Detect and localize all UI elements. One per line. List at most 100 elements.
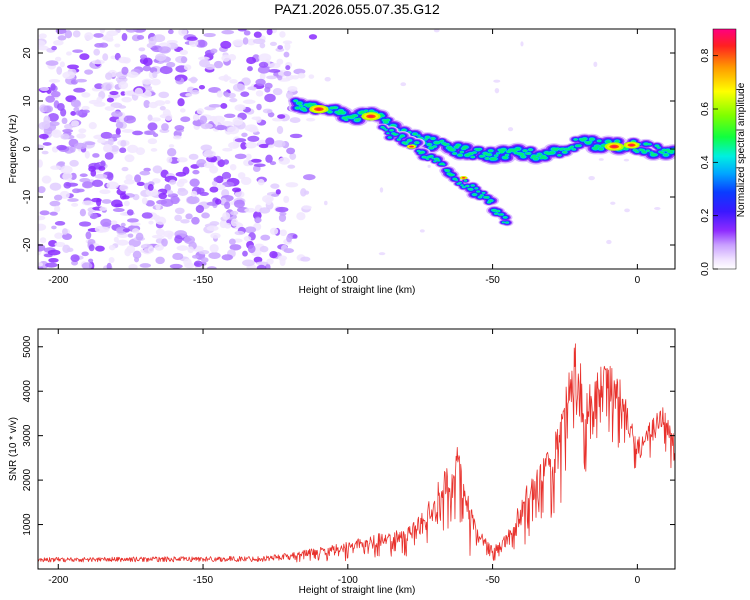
noise-blob <box>203 150 216 158</box>
noise-blob <box>118 81 129 90</box>
noise-blob <box>121 129 134 133</box>
noise-blob <box>277 114 286 119</box>
noise-blob <box>493 79 501 83</box>
ridge-blob <box>482 192 485 194</box>
noise-blob <box>262 108 273 114</box>
noise-blob <box>170 195 180 205</box>
ridge-blob <box>515 147 521 151</box>
ridge-blob <box>594 144 600 148</box>
colorbar-gradient <box>713 29 736 269</box>
noise-blob <box>277 75 283 81</box>
noise-blob <box>99 29 106 34</box>
snr-ylabel: SNR (10 * v/v) <box>8 417 19 481</box>
noise-blob <box>259 207 271 214</box>
ridge-blob <box>424 156 428 159</box>
noise-blob <box>135 232 144 241</box>
noise-blob <box>62 228 68 235</box>
ridge-blob <box>553 148 558 152</box>
noise-blob <box>81 92 91 98</box>
ridge-blob <box>662 149 667 152</box>
noise-blob <box>59 190 70 199</box>
noise-blob <box>259 72 266 81</box>
noise-blob <box>598 158 604 161</box>
noise-blob <box>275 189 281 195</box>
ridge-blob <box>427 143 432 146</box>
noise-blob <box>624 208 630 213</box>
noise-blob <box>606 239 612 245</box>
ridge-blob <box>597 139 601 142</box>
noise-blob <box>49 211 58 216</box>
noise-blob <box>268 69 281 73</box>
noise-blob <box>237 29 247 32</box>
noise-blob <box>147 122 158 131</box>
spectrogram-ytick-label: -20 <box>22 237 33 252</box>
ridge-blob <box>650 151 653 154</box>
noise-blob <box>265 263 271 269</box>
noise-blob <box>88 258 94 263</box>
noise-blob <box>56 66 63 75</box>
noise-blob <box>50 90 61 98</box>
noise-blob <box>51 225 57 230</box>
noise-blob <box>222 147 233 152</box>
noise-blob <box>193 260 203 268</box>
noise-blob <box>49 182 62 191</box>
noise-blob <box>264 82 273 89</box>
ridge-blob <box>296 101 302 105</box>
ridge-blob <box>433 160 437 163</box>
noise-blob <box>169 179 177 185</box>
noise-blob <box>134 174 142 183</box>
noise-blob <box>176 157 188 163</box>
ridge-blob <box>557 154 562 157</box>
noise-blob <box>92 153 100 158</box>
noise-blob <box>134 256 140 263</box>
ridge-blob <box>483 152 488 155</box>
noise-blob <box>94 83 104 90</box>
noise-blob <box>216 90 223 98</box>
noise-blob <box>158 91 170 99</box>
noise-blob <box>276 125 284 135</box>
noise-blob <box>214 124 228 131</box>
noise-blob <box>153 214 161 222</box>
snr-ytick-label: 3000 <box>22 424 33 447</box>
noise-blob <box>169 263 183 269</box>
noise-blob <box>152 71 158 79</box>
noise-blob <box>147 138 158 145</box>
noise-blob <box>282 40 293 45</box>
ridge-blob <box>451 174 455 176</box>
ridge-blob <box>364 109 368 112</box>
noise-blob <box>237 172 246 180</box>
ridge-blob <box>476 190 480 193</box>
noise-blob <box>285 65 291 71</box>
ridge-blob <box>431 157 435 160</box>
noise-blob <box>115 226 127 234</box>
snr-xtick-label: -150 <box>193 575 213 586</box>
noise-blob <box>172 135 182 140</box>
noise-blob <box>93 33 104 38</box>
noise-blob <box>248 127 259 133</box>
ridge-blob <box>511 149 517 153</box>
ridge-blob <box>480 194 484 197</box>
ridge-blob <box>299 104 303 107</box>
noise-blob <box>177 187 186 192</box>
ridge-blob <box>327 110 333 114</box>
noise-blob <box>285 182 299 188</box>
noise-blob <box>324 200 328 206</box>
noise-blob <box>213 177 221 182</box>
noise-blob <box>75 78 88 83</box>
noise-blob <box>154 100 166 106</box>
noise-blob <box>400 82 407 87</box>
ridge-blob <box>531 154 537 158</box>
ridge-blob <box>433 145 437 148</box>
ridge-blob <box>588 140 592 143</box>
noise-blob <box>64 30 73 39</box>
ridge-blob <box>472 151 477 154</box>
ridge-blob <box>499 150 504 154</box>
ridge-blob <box>360 110 365 114</box>
noise-blob <box>76 188 85 193</box>
noise-blob <box>43 105 54 113</box>
noise-blob <box>127 233 134 238</box>
noise-blob <box>100 131 113 139</box>
noise-blob <box>81 105 90 111</box>
noise-blob <box>155 202 161 211</box>
noise-blob <box>102 53 109 61</box>
